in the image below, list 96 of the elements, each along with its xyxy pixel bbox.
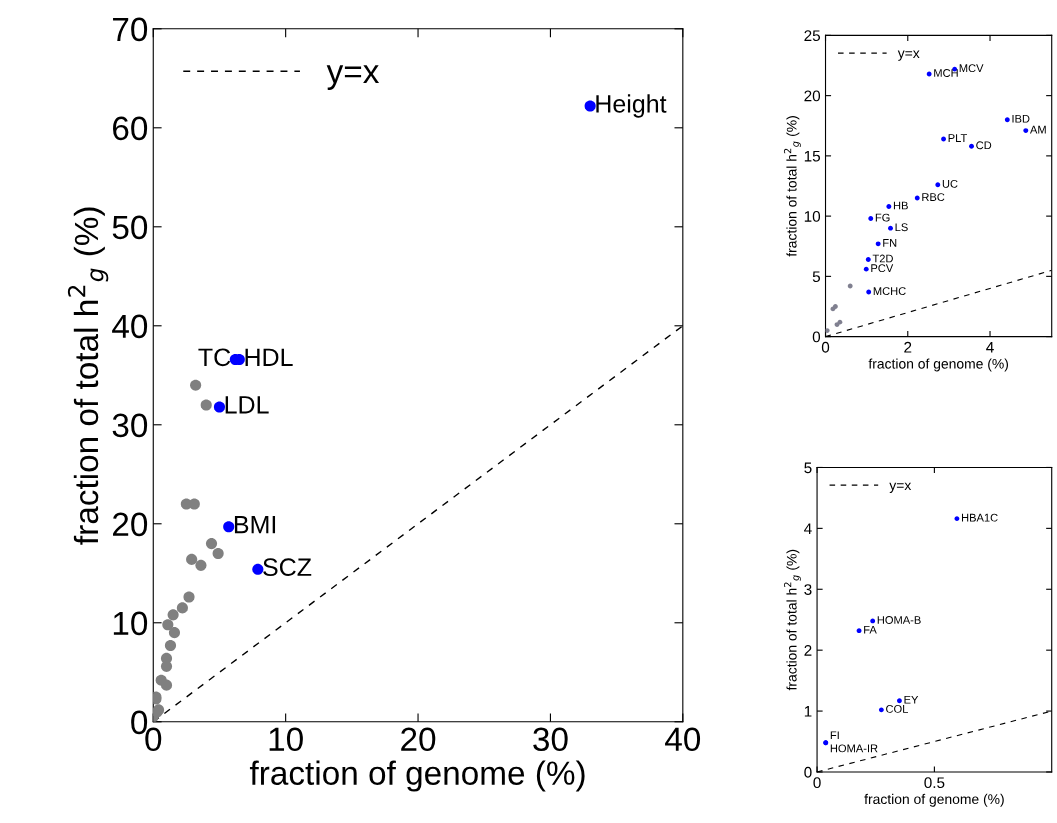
point bbox=[865, 257, 871, 262]
y-tick-label: 4 bbox=[804, 523, 812, 534]
y-tick-label: 20 bbox=[804, 90, 821, 102]
y-tick-label: 5 bbox=[812, 271, 821, 283]
annotation: HOMA-IR bbox=[830, 744, 878, 753]
x-tick-label: 30 bbox=[533, 727, 568, 752]
x-tick-label: 40 bbox=[665, 727, 701, 752]
y-tick-label: 50 bbox=[112, 215, 148, 240]
y-tick-label: 60 bbox=[113, 116, 148, 141]
annotation: TC bbox=[198, 348, 231, 367]
x-tick-label: 2 bbox=[904, 341, 912, 353]
point bbox=[935, 182, 941, 188]
y-tick-label: 5 bbox=[804, 462, 812, 474]
annotation: UC bbox=[942, 179, 958, 188]
y-tick-label: 0 bbox=[804, 766, 812, 778]
point bbox=[914, 195, 920, 201]
annotation: PLT bbox=[948, 134, 968, 142]
x-axis-title: fraction of genome (%) bbox=[864, 793, 1004, 807]
x-tick-label: 0 bbox=[821, 341, 830, 353]
annotation: HB bbox=[893, 201, 908, 210]
point bbox=[969, 143, 974, 149]
annotation: HDL bbox=[245, 348, 293, 366]
annotation: CD bbox=[976, 141, 992, 150]
point bbox=[195, 559, 207, 571]
point bbox=[954, 516, 960, 522]
x-tick-label: 4 bbox=[986, 342, 994, 353]
annotation: T2D bbox=[872, 254, 893, 263]
point bbox=[863, 266, 869, 272]
annotation: IBD bbox=[1012, 114, 1030, 123]
point bbox=[252, 563, 264, 575]
x-tick-label: 20 bbox=[401, 727, 436, 752]
x-axis-title: fraction of genome (%) bbox=[249, 760, 585, 792]
y-tick-label: 70 bbox=[113, 17, 148, 42]
point bbox=[168, 627, 180, 639]
annotation: COL bbox=[886, 704, 908, 713]
point bbox=[223, 521, 235, 533]
point bbox=[162, 619, 174, 631]
point bbox=[1004, 117, 1010, 123]
point bbox=[878, 707, 884, 713]
annotation: Height bbox=[596, 94, 667, 118]
annotation: FN bbox=[883, 239, 897, 247]
annotation: BMI bbox=[234, 516, 276, 534]
point bbox=[205, 538, 218, 550]
annotation: HOMA-B bbox=[877, 616, 921, 624]
y-tick-label: 1 bbox=[804, 706, 812, 717]
point bbox=[825, 328, 830, 334]
annotation: AM bbox=[1029, 125, 1046, 134]
annotation: RBC bbox=[922, 193, 945, 202]
point bbox=[183, 591, 195, 603]
y-tick-label: 2 bbox=[804, 645, 812, 656]
point bbox=[847, 283, 853, 289]
annotation: MCHC bbox=[873, 287, 906, 296]
point bbox=[584, 100, 596, 112]
y-tick-label: 10 bbox=[113, 611, 148, 636]
annotation: PCV bbox=[871, 264, 894, 273]
point bbox=[875, 241, 881, 247]
annotation: LDL bbox=[225, 396, 269, 414]
y-tick-label: 15 bbox=[804, 150, 821, 162]
point bbox=[868, 216, 874, 221]
y-tick-label: 25 bbox=[804, 30, 821, 42]
y-axis-title: fraction of total h$^{2}$$_{g}$ (%) bbox=[783, 549, 801, 691]
x-tick-label: 10 bbox=[269, 727, 303, 752]
annotation: FG bbox=[875, 213, 890, 222]
point bbox=[155, 674, 167, 686]
annotation: LS bbox=[895, 223, 908, 232]
point bbox=[212, 547, 224, 560]
point bbox=[167, 609, 179, 621]
legend-label: y=x bbox=[897, 50, 920, 61]
y-tick-label: 30 bbox=[112, 413, 148, 438]
y-tick-label: 3 bbox=[804, 584, 812, 595]
annotation: SCZ bbox=[263, 558, 312, 577]
y-axis-title: fraction of total h$^{2}$$_{g}$ (%) bbox=[783, 116, 801, 257]
point bbox=[866, 289, 872, 295]
annotation: MCV bbox=[959, 64, 984, 73]
legend-label: y=x bbox=[326, 65, 380, 90]
point bbox=[164, 639, 177, 652]
y-tick-label: 0 bbox=[812, 331, 821, 343]
point bbox=[1023, 128, 1029, 133]
annotation: MCH bbox=[934, 69, 958, 77]
annotation: HBA1C bbox=[961, 513, 998, 522]
y-axis-title: fraction of total h$^{2}$$_{g}$ (%) bbox=[67, 207, 109, 545]
annotation: EY bbox=[904, 695, 919, 704]
point bbox=[213, 401, 226, 413]
annotation: FI bbox=[830, 731, 839, 740]
x-tick-label: 0.5 bbox=[924, 777, 945, 789]
point bbox=[190, 379, 202, 391]
x-axis-title: fraction of genome (%) bbox=[868, 358, 1009, 372]
legend-label: y=x bbox=[889, 482, 912, 493]
annotation: FA bbox=[864, 625, 877, 634]
point bbox=[176, 602, 188, 614]
y-tick-label: 20 bbox=[113, 512, 148, 537]
point bbox=[886, 204, 892, 209]
point bbox=[200, 399, 212, 411]
point bbox=[186, 553, 198, 565]
y-tick-label: 0 bbox=[131, 710, 148, 735]
y-tick-label: 10 bbox=[804, 210, 821, 222]
